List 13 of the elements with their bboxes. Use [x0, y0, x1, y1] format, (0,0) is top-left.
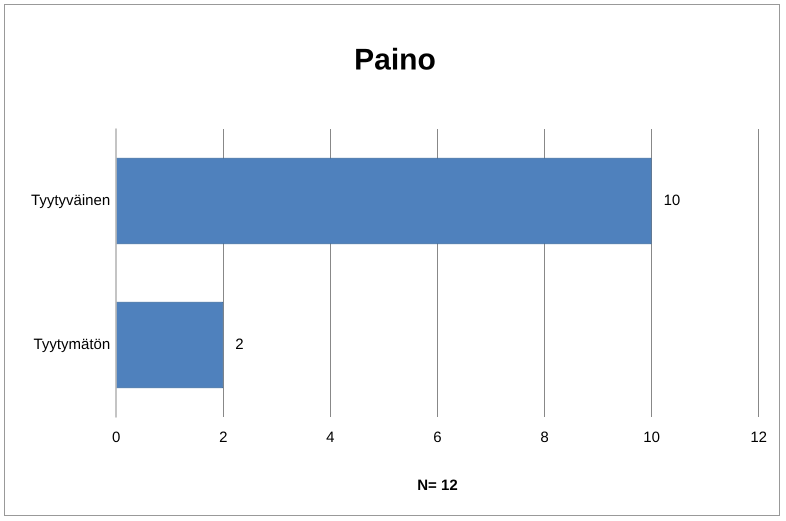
y-tick-label: Tyytymätön: [34, 336, 110, 354]
x-tick-label: 8: [540, 429, 549, 446]
x-tick-label: 0: [112, 429, 120, 446]
x-tick-label: 12: [750, 429, 767, 446]
x-tick-label: 10: [643, 429, 660, 446]
x-axis-title: N= 12: [417, 477, 458, 494]
y-tick-label: Tyytyväinen: [30, 192, 110, 210]
x-tick-label: 6: [433, 429, 442, 446]
data-label: 2: [235, 336, 244, 354]
chart-title: Paino: [354, 43, 436, 76]
x-tick-label: 2: [219, 429, 228, 446]
x-tick-label: 4: [326, 429, 335, 446]
data-label: 10: [664, 192, 680, 210]
